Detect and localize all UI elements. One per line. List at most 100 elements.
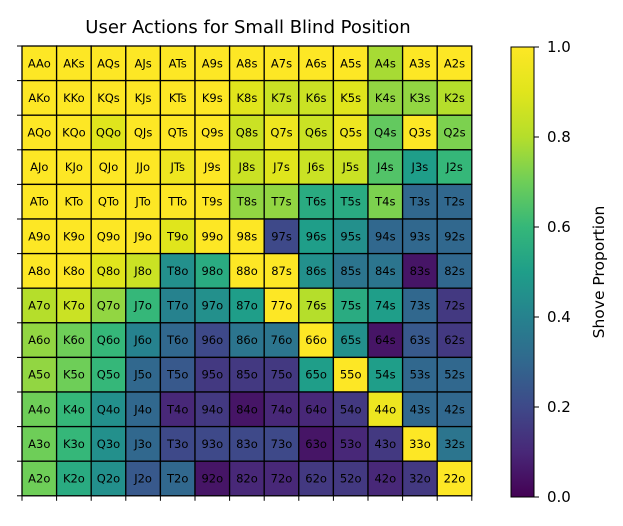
heatmap-cell (367, 322, 404, 359)
cell-label: 98s (237, 229, 258, 243)
cell-label: J7s (272, 160, 290, 174)
cell-label: QJo (99, 160, 118, 174)
cell-label: A9o (28, 229, 50, 243)
cell-label: 52s (444, 368, 465, 382)
cell-label: 55o (340, 368, 362, 382)
cell-label: K6o (63, 333, 85, 347)
cell-label: 87s (271, 264, 292, 278)
cell-label: AJo (30, 160, 48, 174)
heatmap-cell (436, 149, 473, 186)
heatmap-cell (125, 252, 162, 289)
heatmap-cell (436, 218, 473, 255)
cell-label: K9o (63, 229, 85, 243)
cell-label: Q5o (97, 368, 120, 382)
cell-label: K2s (444, 91, 465, 105)
heatmap-cell (436, 391, 473, 428)
heatmap-cell (21, 252, 58, 289)
heatmap-cell (228, 425, 265, 462)
cell-label: T3o (166, 437, 188, 451)
cell-label: KQo (62, 126, 86, 140)
heatmap-cell (228, 79, 265, 116)
cell-label: Q3o (97, 437, 120, 451)
cell-label: T5s (340, 195, 361, 209)
colorbar-ticks: 0.0 0.2 0.4 0.6 0.8 1.0 (534, 38, 571, 506)
cell-label: A7s (271, 56, 292, 70)
heatmap-cell (263, 79, 300, 116)
cell-label: 84s (375, 264, 396, 278)
cell-label: K2o (63, 472, 85, 486)
heatmap-cell (228, 252, 265, 289)
cell-label: AQo (27, 126, 51, 140)
cell-label: KKo (63, 91, 85, 105)
cell-label: QTo (98, 195, 119, 209)
cell-label: QTs (168, 126, 188, 140)
cell-label: 94s (375, 229, 396, 243)
cell-label: J5s (341, 160, 359, 174)
cell-label: K4s (375, 91, 396, 105)
cell-label: K8s (236, 91, 257, 105)
cell-label: 93s (410, 229, 431, 243)
cell-label: A4s (375, 56, 396, 70)
cell-label: K9s (202, 91, 223, 105)
heatmap-cell (125, 460, 162, 497)
heatmap-cell (436, 287, 473, 324)
cell-label: 95o (201, 368, 223, 382)
heatmap-cell (125, 425, 162, 462)
cell-label: A3o (28, 437, 50, 451)
cell-label: QJs (134, 126, 152, 140)
cell-label: AKs (63, 56, 84, 70)
heatmap-cell (332, 460, 369, 497)
cell-label: Q5s (340, 126, 362, 140)
cell-label: K7s (271, 91, 292, 105)
cell-label: 43s (410, 402, 431, 416)
cell-label: J6s (307, 160, 325, 174)
cell-label: J3s (411, 160, 429, 174)
cell-label: A2o (28, 472, 50, 486)
heatmap-cell (194, 322, 231, 359)
cell-label: KTs (169, 91, 187, 105)
cell-label: A6s (306, 56, 327, 70)
heatmap-cell (21, 114, 58, 151)
cell-label: 44o (374, 402, 396, 416)
cell-label: A4o (28, 402, 50, 416)
heatmap-cell (125, 391, 162, 428)
heatmap-cell (21, 79, 58, 116)
heatmap-cell (90, 218, 127, 255)
heatmap-cell (90, 252, 127, 289)
cell-label: 62o (305, 472, 327, 486)
heatmap-cell (401, 425, 438, 462)
cell-label: 73s (410, 299, 431, 313)
cell-label: JTs (169, 160, 185, 174)
cell-label: 54o (340, 402, 362, 416)
cell-label: 85s (340, 264, 361, 278)
cell-label: 63o (305, 437, 327, 451)
cell-label: 65s (340, 333, 361, 347)
heatmap-cell (194, 460, 231, 497)
heatmap-cell (298, 149, 335, 186)
cell-label: AAo (28, 56, 51, 70)
colorbar-label: Shove Proportion (590, 206, 608, 339)
cell-label: T9o (166, 229, 188, 243)
heatmap-cell (55, 425, 92, 462)
heatmap-cell (263, 218, 300, 255)
cell-label: T6o (166, 333, 188, 347)
cell-label: A9s (202, 56, 223, 70)
cell-label: 87o (236, 299, 258, 313)
cell-label: 92o (201, 472, 223, 486)
heatmap-cell (159, 287, 196, 324)
cell-label: 63s (410, 333, 431, 347)
axis-ticks (17, 45, 473, 501)
cell-label: J2s (445, 160, 463, 174)
heatmap-cell (298, 79, 335, 116)
cell-label: 83o (236, 437, 258, 451)
cell-label: 84o (236, 402, 258, 416)
cell-label: T2s (443, 195, 464, 209)
cell-label: 75s (340, 299, 361, 313)
cell-label: 97o (201, 299, 223, 313)
heatmap-cell (90, 79, 127, 116)
heatmap-cell (55, 183, 92, 220)
cell-label: AQs (97, 56, 120, 70)
cell-label: Q2s (443, 126, 465, 140)
cell-label: Q7o (97, 299, 120, 313)
cell-label: 64s (375, 333, 396, 347)
